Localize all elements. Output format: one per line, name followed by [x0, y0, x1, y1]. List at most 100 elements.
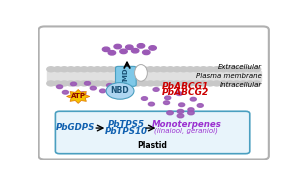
Circle shape — [193, 67, 201, 72]
Circle shape — [60, 81, 68, 86]
Circle shape — [113, 67, 122, 72]
Circle shape — [146, 81, 154, 86]
Circle shape — [206, 81, 214, 86]
Circle shape — [212, 81, 221, 86]
Circle shape — [100, 67, 108, 72]
Circle shape — [53, 67, 62, 72]
Circle shape — [178, 103, 185, 107]
Circle shape — [186, 81, 194, 86]
Ellipse shape — [135, 65, 147, 81]
Circle shape — [100, 89, 106, 93]
Text: PbGDPS: PbGDPS — [56, 123, 96, 132]
Circle shape — [100, 81, 108, 86]
Circle shape — [173, 81, 181, 86]
Text: PbABCG1: PbABCG1 — [162, 82, 209, 91]
Circle shape — [140, 81, 148, 86]
Circle shape — [70, 82, 76, 86]
Circle shape — [142, 50, 150, 55]
Circle shape — [80, 92, 86, 95]
Circle shape — [246, 81, 254, 86]
Circle shape — [93, 81, 102, 86]
Circle shape — [126, 81, 135, 86]
Text: Monoterpenes: Monoterpenes — [152, 120, 221, 129]
Circle shape — [106, 81, 115, 86]
Circle shape — [67, 81, 75, 86]
Circle shape — [146, 67, 154, 72]
Circle shape — [120, 81, 128, 86]
Circle shape — [246, 67, 254, 72]
Circle shape — [219, 81, 227, 86]
Circle shape — [160, 67, 168, 72]
Circle shape — [141, 97, 148, 100]
Circle shape — [80, 81, 88, 86]
Circle shape — [160, 81, 168, 86]
Circle shape — [133, 67, 141, 72]
Text: ATP: ATP — [71, 93, 86, 99]
Circle shape — [57, 85, 63, 89]
Circle shape — [148, 102, 154, 106]
Circle shape — [179, 81, 188, 86]
Circle shape — [67, 67, 75, 72]
Circle shape — [167, 111, 173, 115]
Text: Plastid: Plastid — [138, 141, 167, 150]
Circle shape — [166, 67, 175, 72]
Circle shape — [120, 67, 128, 72]
Circle shape — [153, 88, 159, 91]
Circle shape — [173, 67, 181, 72]
Circle shape — [73, 67, 82, 72]
Circle shape — [114, 44, 122, 49]
FancyBboxPatch shape — [116, 66, 136, 86]
Circle shape — [90, 86, 96, 90]
Circle shape — [212, 67, 221, 72]
Circle shape — [126, 67, 135, 72]
Text: Extracellular: Extracellular — [218, 64, 262, 70]
Circle shape — [140, 67, 148, 72]
Circle shape — [186, 67, 194, 72]
Circle shape — [87, 67, 95, 72]
Circle shape — [106, 67, 115, 72]
Circle shape — [87, 81, 95, 86]
FancyBboxPatch shape — [56, 111, 250, 154]
Circle shape — [73, 81, 82, 86]
Circle shape — [47, 67, 55, 72]
Circle shape — [106, 84, 112, 87]
Text: (linalool, geraniol): (linalool, geraniol) — [154, 127, 218, 134]
Circle shape — [47, 81, 55, 86]
Circle shape — [153, 81, 161, 86]
Circle shape — [197, 104, 203, 107]
Text: PbTPS5: PbTPS5 — [107, 120, 144, 129]
Circle shape — [113, 81, 122, 86]
Circle shape — [232, 67, 241, 72]
Circle shape — [188, 111, 194, 115]
Circle shape — [179, 67, 188, 72]
Text: TMD: TMD — [123, 68, 129, 85]
Circle shape — [137, 44, 145, 48]
Circle shape — [60, 67, 68, 72]
Circle shape — [80, 67, 88, 72]
Circle shape — [232, 81, 241, 86]
Circle shape — [199, 67, 208, 72]
Circle shape — [120, 49, 127, 54]
Circle shape — [149, 46, 156, 50]
Text: PbABCG2: PbABCG2 — [162, 88, 209, 97]
Circle shape — [199, 81, 208, 86]
Circle shape — [177, 114, 184, 118]
Circle shape — [239, 67, 248, 72]
Circle shape — [206, 67, 214, 72]
Circle shape — [131, 48, 139, 53]
Circle shape — [188, 108, 194, 111]
Circle shape — [239, 81, 248, 86]
Circle shape — [177, 109, 184, 113]
Circle shape — [53, 81, 62, 86]
Circle shape — [108, 51, 116, 55]
Text: Intracellular: Intracellular — [220, 82, 262, 88]
Circle shape — [164, 101, 169, 104]
Circle shape — [190, 97, 196, 101]
Circle shape — [193, 81, 201, 86]
Text: Plasma membrane: Plasma membrane — [196, 73, 262, 79]
Circle shape — [62, 91, 68, 94]
Bar — [47, 71, 261, 81]
Circle shape — [133, 81, 141, 86]
Circle shape — [166, 81, 175, 86]
Circle shape — [176, 92, 182, 95]
